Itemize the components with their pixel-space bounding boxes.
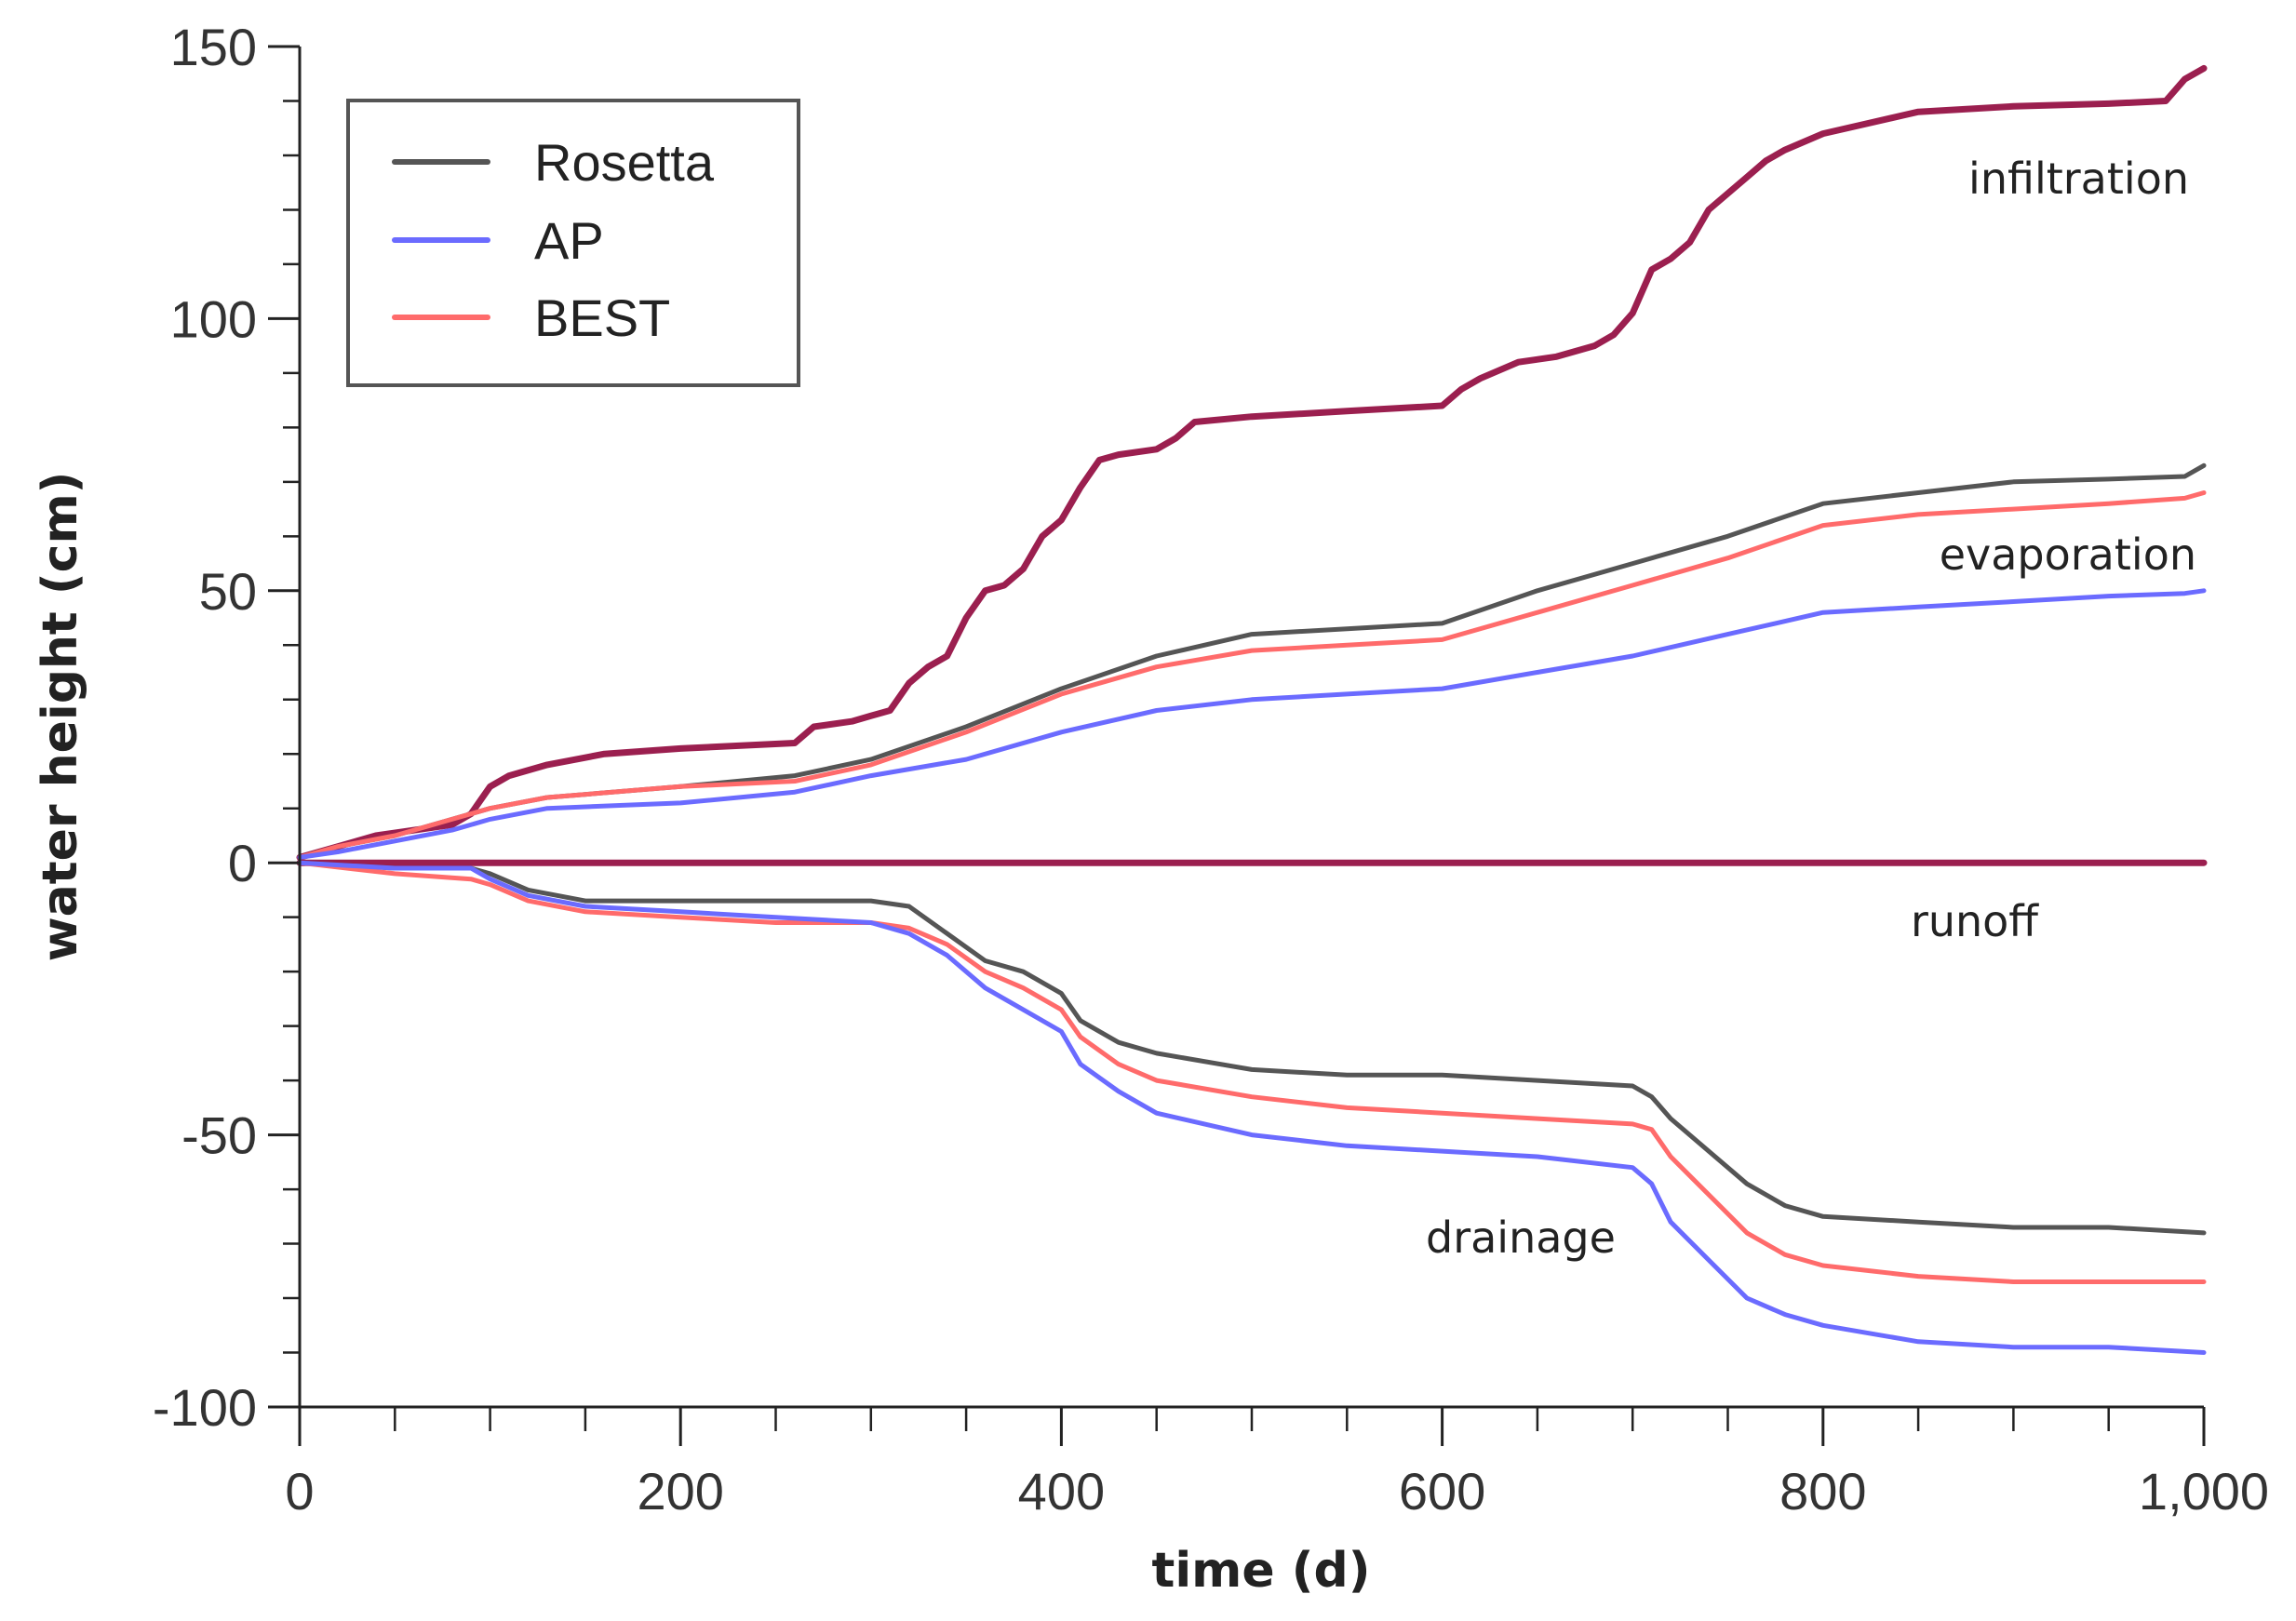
y-tick-label: 50 [199, 562, 257, 621]
legend-label-ap: AP [534, 211, 604, 270]
x-tick-label: 1,000 [2139, 1462, 2269, 1521]
x-tick-label: 200 [637, 1462, 723, 1521]
y-tick-label: 0 [228, 834, 257, 892]
series-line-infiltration [296, 64, 2208, 861]
x-tick-label: 800 [1779, 1462, 1866, 1521]
series-line-drainage-rosetta [297, 860, 2207, 1236]
y-tick-label: 100 [170, 289, 257, 348]
y-tick-label: 150 [170, 18, 257, 76]
series-line-drainage-best [297, 860, 2207, 1284]
annotation-drainage: drainage [1426, 1212, 1616, 1263]
y-tick-label: -100 [153, 1378, 257, 1437]
legend: Rosetta AP BEST [346, 99, 800, 387]
x-axis-title: time (d) [1152, 1543, 1371, 1599]
annotation-evaporation: evaporation [1940, 529, 2196, 580]
series-layer [296, 64, 2208, 1355]
y-axis-title: water height (cm) [33, 472, 88, 962]
x-tick-label: 0 [285, 1462, 314, 1521]
annotations-layer: infiltration evaporation runoff drainage [1426, 154, 2196, 1263]
y-tick-label: -50 [181, 1106, 257, 1165]
series-line-evaporation-ap [297, 588, 2207, 860]
axes-layer: 150 100 50 0 -50 -100 0 200 400 600 800 1,000 [153, 18, 2269, 1521]
annotation-runoff: runoff [1911, 896, 2039, 946]
x-tick-label: 600 [1399, 1462, 1485, 1521]
legend-label-rosetta: Rosetta [534, 133, 715, 192]
series-line-drainage-ap [297, 860, 2207, 1355]
x-tick-label: 400 [1018, 1462, 1105, 1521]
legend-label-best: BEST [534, 288, 670, 347]
series-line-evaporation-best [297, 490, 2207, 860]
annotation-infiltration: infiltration [1968, 154, 2189, 204]
